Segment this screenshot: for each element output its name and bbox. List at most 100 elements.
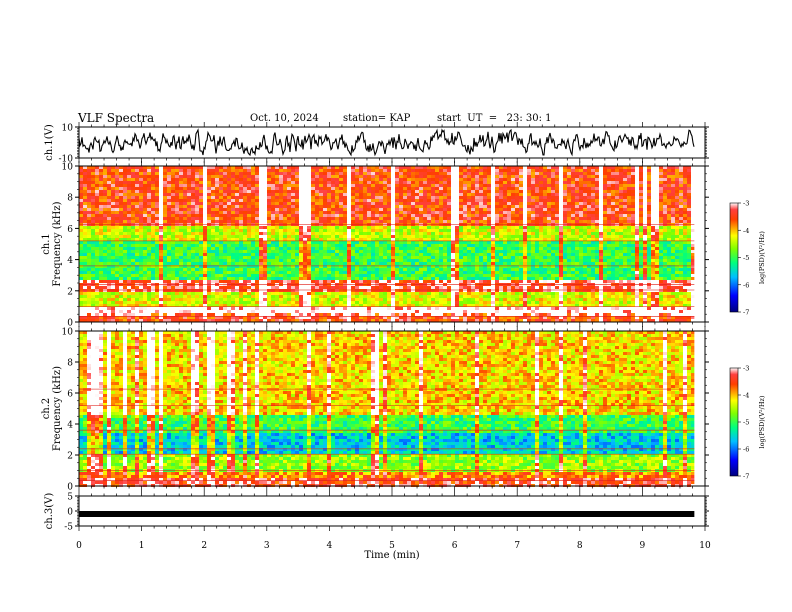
spectrogram-cell [251,220,255,223]
spectrogram-cell [679,175,683,178]
spectrogram-cell [263,208,267,211]
spectrogram-cell [215,226,219,229]
spectrogram-cell [215,169,219,172]
spectrogram-cell [579,259,583,262]
spectrogram-cell [527,226,531,229]
spectrogram-cell [443,259,447,262]
spectrogram-cell [311,226,315,229]
spectrogram-cell [95,196,99,199]
spectrogram-cell [303,175,307,178]
spectrogram-cell [287,205,291,208]
spectrogram-cell [183,244,187,247]
spectrogram-cell [107,196,111,199]
spectrogram-cell [619,202,623,205]
spectrogram-cell [551,214,555,217]
spectrogram-cell [555,187,559,190]
spectrogram-cell [411,193,415,196]
spectrogram-cell [351,166,355,169]
spectrogram-cell [687,244,691,247]
spectrogram-cell [527,259,531,262]
spectrogram-cell [303,232,307,235]
spectrogram-cell [79,184,83,187]
spectrogram-cell [187,256,191,259]
spectrogram-cell [467,244,471,247]
spectrogram-cell [535,220,539,223]
spectrogram-cell [375,244,379,247]
spectrogram-cell [691,211,695,214]
spectrogram-cell [143,178,147,181]
spectrogram-cell [495,229,499,232]
spectrogram-cell [555,193,559,196]
spectrogram-cell [443,247,447,250]
spectrogram-cell [207,178,211,181]
spectrogram-cell [91,229,95,232]
spectrogram-cell [115,244,119,247]
spectrogram-cell [479,199,483,202]
spectrogram-cell [99,220,103,223]
spectrogram-cell [307,256,311,259]
spectrogram-cell [251,166,255,169]
spectrogram-cell [375,208,379,211]
spectrogram-cell [623,202,627,205]
spectrogram-cell [351,193,355,196]
spectrogram-cell [287,226,291,229]
spectrogram-cell [483,196,487,199]
spectrogram-cell [319,241,323,244]
spectrogram-cell [127,202,131,205]
spectrogram-cell [623,226,627,229]
spectrogram-cell [643,169,647,172]
spectrogram-cell [643,259,647,262]
spectrogram-cell [443,175,447,178]
spectrogram-cell [399,220,403,223]
spectrogram-cell [359,256,363,259]
spectrogram-cell [659,226,663,229]
spectrogram-cell [163,244,167,247]
spectrogram-cell [427,259,431,262]
spectrogram-cell [79,187,83,190]
spectrogram-cell [319,166,323,169]
spectrogram-cell [291,211,295,214]
spectrogram-cell [115,241,119,244]
spectrogram-cell [139,187,143,190]
spectrogram-cell [667,217,671,220]
spectrogram-cell [527,247,531,250]
spectrogram-cell [199,253,203,256]
spectrogram-cell [487,217,491,220]
spectrogram-cell [175,220,179,223]
spectrogram-cell [387,193,391,196]
spectrogram-cell [131,205,135,208]
spectrogram-cell [287,220,291,223]
spectrogram-cell [603,187,607,190]
spectrogram-cell [399,175,403,178]
spectrogram-cell [215,190,219,193]
spectrogram-cell [291,175,295,178]
spectrogram-cell [483,184,487,187]
spectrogram-cell [671,166,675,169]
spectrogram-cell [251,190,255,193]
spectrogram-cell [671,181,675,184]
spectrogram-cell [227,250,231,253]
spectrogram-cell [511,178,515,181]
spectrogram-cell [115,199,119,202]
spectrogram-cell [175,262,179,265]
spectrogram-cell [255,253,259,256]
spectrogram-cell [231,169,235,172]
spectrogram-cell [591,238,595,241]
spectrogram-cell [255,196,259,199]
spectrogram-cell [359,172,363,175]
spectrogram-cell [99,181,103,184]
spectrogram-cell [167,226,171,229]
spectrogram-cell [123,196,127,199]
spectrogram-cell [579,181,583,184]
spectrogram-cell [311,196,315,199]
spectrogram-cell [399,241,403,244]
spectrogram-cell [203,229,207,232]
spectrogram-cell [675,244,679,247]
spectrogram-cell [379,205,383,208]
spectrogram-cell [523,205,527,208]
spectrogram-cell [503,199,507,202]
spectrogram-cell [139,220,143,223]
spectrogram-cell [475,187,479,190]
spectrogram-cell [631,178,635,181]
spectrogram-cell [491,199,495,202]
